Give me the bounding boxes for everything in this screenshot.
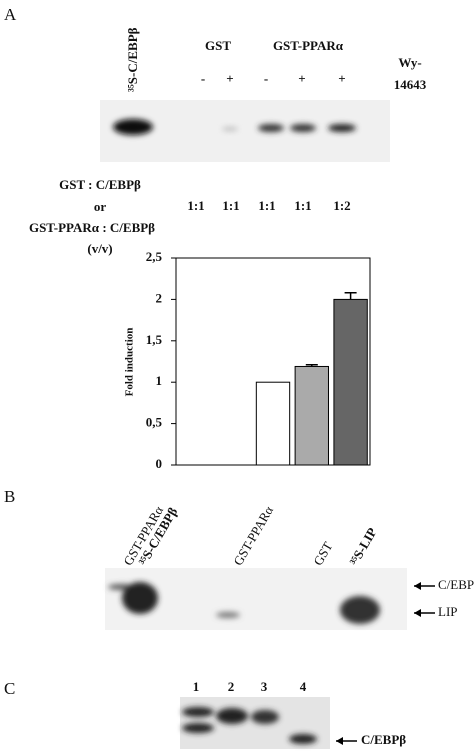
bar-chart: 0 0,5 1 1,5 2 2,5: [146, 249, 371, 471]
y-tick-label: 1: [156, 373, 163, 388]
arrow-head: [336, 737, 343, 745]
sign: +: [298, 71, 305, 86]
sign: +: [226, 71, 233, 86]
band-label: C/EBPβ: [438, 577, 474, 592]
bar: [333, 298, 368, 466]
lane-number: 1: [193, 679, 200, 694]
ratio-legend: or: [94, 199, 107, 214]
ratio: 1:2: [333, 198, 350, 213]
lane-label: GST: [310, 539, 335, 568]
y-axis-label: Fold induction: [124, 328, 136, 397]
ratio-legend: (v/v): [87, 241, 112, 256]
panel-letter: B: [4, 487, 15, 506]
band-label: LIP: [438, 604, 458, 619]
bands: [182, 707, 317, 744]
y-tick-label: 1,5: [146, 332, 163, 347]
bands: [113, 119, 356, 135]
treatment: Wy-: [398, 55, 421, 70]
ratio-legend: GST : C/EBPβ: [59, 177, 141, 192]
arrow-head: [414, 582, 421, 590]
sign: +: [338, 71, 345, 86]
group-label: GST-PPARα: [273, 38, 344, 53]
bar: [294, 365, 329, 466]
panel-letter: C: [4, 679, 15, 698]
ratio-legend: GST-PPARα : C/EBPβ: [29, 220, 155, 235]
ratio: 1:1: [187, 198, 204, 213]
ratio: 1:1: [258, 198, 275, 213]
lane-number: 2: [228, 679, 235, 694]
y-tick-label: 2: [156, 290, 163, 305]
treatment: 14643: [394, 77, 427, 92]
ratio: 1:1: [294, 198, 311, 213]
group-label: GST: [205, 38, 231, 53]
error-bar: [305, 364, 318, 367]
band-label: C/EBPβ: [361, 732, 406, 747]
y-tick-label: 2,5: [146, 249, 163, 264]
sign: -: [201, 71, 205, 86]
panel-letter: A: [4, 5, 17, 24]
lane-number: 4: [300, 679, 307, 694]
ratio: 1:1: [222, 198, 239, 213]
bands: [108, 582, 380, 624]
lane-label: ³⁵S-C/EBPβ: [125, 27, 140, 92]
error-bar: [344, 292, 357, 300]
bar: [255, 381, 291, 466]
lane-label: GST-PPARα: [230, 503, 276, 568]
y-tick-label: 0: [156, 456, 163, 471]
sign: -: [264, 71, 268, 86]
y-tick-label: 0,5: [146, 415, 163, 430]
lane-number: 3: [261, 679, 268, 694]
arrow-head: [414, 609, 421, 617]
lane-label: ³⁵S-LIP: [346, 525, 380, 568]
